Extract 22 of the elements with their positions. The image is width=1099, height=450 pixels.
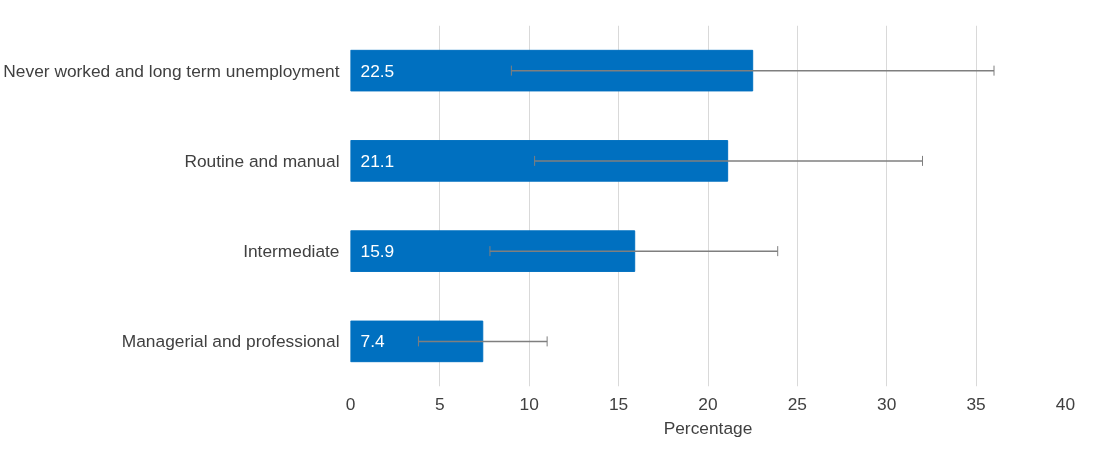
x-tick-label: 15 <box>608 393 629 414</box>
x-tick-label: 30 <box>877 393 897 414</box>
data-label: 21.1 <box>360 150 395 171</box>
y-tick-label: Never worked and long term unemployment <box>3 60 340 81</box>
y-tick-label: Managerial and professional <box>121 331 340 352</box>
x-axis-title: Percentage <box>663 417 753 438</box>
x-tick-label: 0 <box>345 393 356 414</box>
data-label: 7.4 <box>360 331 385 352</box>
bar <box>350 320 484 363</box>
bar <box>350 230 636 272</box>
x-tick-label: 40 <box>1055 393 1076 414</box>
x-tick-label: 25 <box>787 393 808 414</box>
data-label: 15.9 <box>360 241 395 262</box>
x-tick-label: 5 <box>435 393 445 414</box>
x-tick-label: 35 <box>966 393 986 414</box>
data-label: 22.5 <box>360 60 395 81</box>
y-tick-label: Intermediate <box>243 241 340 262</box>
y-tick-label: Routine and manual <box>184 150 340 171</box>
bar <box>350 140 729 182</box>
bar <box>350 49 754 92</box>
x-tick-label: 10 <box>519 393 539 414</box>
x-tick-label: 20 <box>698 393 718 414</box>
